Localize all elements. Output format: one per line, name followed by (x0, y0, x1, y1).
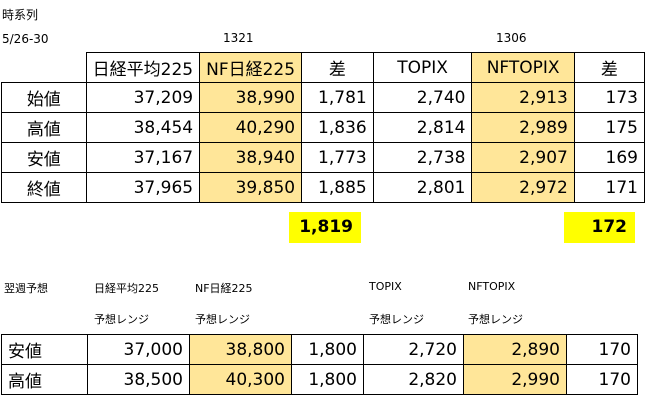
code-1321-label: 1321 (223, 31, 254, 45)
cell-topix: 2,820 (363, 364, 464, 395)
cell-nf-nikkei: 38,940 (199, 142, 303, 173)
cell-nikkei: 38,454 (85, 112, 201, 143)
cell-diff-nikkei: 1,800 (291, 334, 364, 365)
table-row-low: 安値 37,167 38,940 1,773 2,738 2,907 169 (1, 142, 645, 173)
cell-nf-nikkei: 39,850 (199, 172, 303, 203)
range-label-nikkei: 予想レンジ (94, 313, 149, 326)
header-blank (2, 53, 87, 83)
row-label: 終値 (1, 172, 87, 203)
header-nikkei225: 日経平均225 (85, 52, 201, 83)
cell-topix: 2,738 (372, 142, 473, 173)
cell-nftopix: 2,990 (463, 364, 567, 395)
cell-diff-nikkei: 1,773 (301, 142, 374, 173)
cell-diff-nikkei: 1,836 (301, 112, 374, 143)
cell-nikkei: 37,965 (85, 172, 201, 203)
forecast-col-topix: TOPIX (369, 280, 402, 293)
header-diff-topix: 差 (573, 52, 645, 83)
cell-nikkei: 37,209 (85, 82, 201, 113)
row-label: 安値 (1, 334, 88, 365)
cell-diff-topix: 171 (573, 172, 645, 203)
cell-diff-topix: 169 (573, 142, 645, 173)
cell-diff-topix: 170 (566, 334, 638, 365)
cell-diff-topix: 175 (573, 112, 645, 143)
row-label: 高値 (1, 364, 88, 395)
range-label-nf-nikkei: 予想レンジ (195, 313, 250, 326)
forecast-table: 安値 37,000 38,800 1,800 2,720 2,890 170 高… (1, 334, 638, 395)
table-row-close: 終値 37,965 39,850 1,885 2,801 2,972 171 (1, 172, 645, 203)
forecast-col-nf-nikkei: NF日経225 (195, 282, 253, 295)
cell-nikkei: 37,167 (85, 142, 201, 173)
header-topix: TOPIX (372, 52, 473, 83)
cell-diff-nikkei: 1,800 (291, 364, 364, 395)
avg-diff-topix-highlight: 172 (564, 212, 635, 243)
avg-diff-nikkei-highlight: 1,819 (289, 212, 361, 243)
header-diff-nikkei: 差 (301, 52, 374, 83)
cell-diff-nikkei: 1,781 (301, 82, 374, 113)
forecast-title: 翌週予想 (4, 282, 48, 295)
cell-nftopix: 2,972 (471, 172, 575, 203)
header-nftopix: NFTOPIX (471, 52, 575, 83)
forecast-col-nftopix: NFTOPIX (468, 280, 516, 293)
range-label-nftopix: 予想レンジ (468, 313, 523, 326)
cell-topix: 2,740 (372, 82, 473, 113)
cell-diff-topix: 173 (573, 82, 645, 113)
cell-nftopix: 2,890 (463, 334, 567, 365)
forecast-row-low: 安値 37,000 38,800 1,800 2,720 2,890 170 (1, 334, 638, 365)
cell-topix: 2,814 (372, 112, 473, 143)
code-1306-label: 1306 (496, 31, 527, 45)
row-label: 高値 (1, 112, 87, 143)
date-range: 5/26-30 (2, 32, 49, 46)
table-header-row: 日経平均225 NF日経225 差 TOPIX NFTOPIX 差 (2, 52, 645, 83)
cell-nf-nikkei: 38,990 (199, 82, 303, 113)
cell-nf-nikkei: 38,800 (189, 334, 292, 365)
forecast-col-nikkei: 日経平均225 (94, 282, 159, 295)
cell-topix: 2,801 (372, 172, 473, 203)
time-series-table: 日経平均225 NF日経225 差 TOPIX NFTOPIX 差 始値 37,… (1, 52, 645, 203)
cell-nf-nikkei: 40,290 (199, 112, 303, 143)
table-row-open: 始値 37,209 38,990 1,781 2,740 2,913 173 (1, 82, 645, 113)
cell-diff-nikkei: 1,885 (301, 172, 374, 203)
row-label: 安値 (1, 142, 87, 173)
cell-nikkei: 38,500 (87, 364, 190, 395)
row-label: 始値 (1, 82, 87, 113)
range-label-topix: 予想レンジ (369, 313, 424, 326)
forecast-row-high: 高値 38,500 40,300 1,800 2,820 2,990 170 (1, 364, 638, 395)
cell-topix: 2,720 (363, 334, 464, 365)
cell-nftopix: 2,907 (471, 142, 575, 173)
cell-diff-topix: 170 (566, 364, 638, 395)
cell-nf-nikkei: 40,300 (189, 364, 292, 395)
sheet-title: 時系列 (2, 8, 39, 22)
table-row-high: 高値 38,454 40,290 1,836 2,814 2,989 175 (1, 112, 645, 143)
cell-nikkei: 37,000 (87, 334, 190, 365)
cell-nftopix: 2,913 (471, 82, 575, 113)
header-nf-nikkei225: NF日経225 (199, 52, 303, 83)
cell-nftopix: 2,989 (471, 112, 575, 143)
